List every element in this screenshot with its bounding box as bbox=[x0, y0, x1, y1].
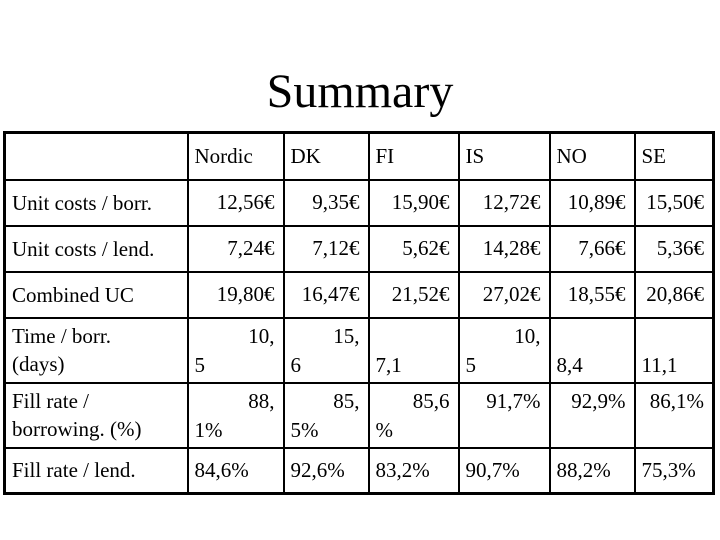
cell-line-top: 92,9% bbox=[571, 388, 626, 413]
cell-fi: 83,2% bbox=[367, 446, 460, 495]
header-is: IS bbox=[457, 131, 551, 181]
cell-is: 10, 5 bbox=[457, 316, 551, 384]
header-nordic: Nordic bbox=[186, 131, 285, 181]
row-label: Time / borr. (days) bbox=[3, 316, 189, 384]
cell-se: 20,86€ bbox=[633, 270, 715, 319]
cell-line-bottom: % bbox=[375, 417, 394, 442]
cell-line-bottom: 1% bbox=[194, 417, 223, 442]
cell-line-bottom: 7,1 bbox=[375, 352, 402, 377]
row-unit-costs-borr: Unit costs / borr. 12,56€ 9,35€ 15,90€ 1… bbox=[3, 178, 715, 227]
cell-is: 90,7% bbox=[457, 446, 551, 495]
cell-line-bottom: 11,1 bbox=[641, 352, 678, 377]
cell-line-top: 10, bbox=[248, 323, 275, 348]
cell-line-top: 85, bbox=[333, 388, 360, 413]
header-dk: DK bbox=[282, 131, 370, 181]
cell-se: 86,1% bbox=[633, 381, 715, 449]
cell-se: 5,36€ bbox=[633, 224, 715, 273]
cell-dk: 15, 6 bbox=[282, 316, 370, 384]
cell-line-bottom: 5% bbox=[290, 417, 319, 442]
cell-no: 18,55€ bbox=[548, 270, 636, 319]
row-fill-rate-borrowing: Fill rate / borrowing. (%) 88, 1% 85, 5%… bbox=[3, 381, 715, 449]
cell-fi: 85,6 % bbox=[367, 381, 460, 449]
cell-dk: 9,35€ bbox=[282, 178, 370, 227]
cell-fi: 15,90€ bbox=[367, 178, 460, 227]
row-label: Fill rate / lend. bbox=[3, 446, 189, 495]
row-label: Combined UC bbox=[3, 270, 189, 319]
cell-no: 7,66€ bbox=[548, 224, 636, 273]
cell-line-bottom: 5 bbox=[465, 352, 477, 377]
cell-se: 15,50€ bbox=[633, 178, 715, 227]
slide-title: Summary bbox=[266, 65, 454, 118]
header-no: NO bbox=[548, 131, 636, 181]
cell-line-top: 88, bbox=[248, 388, 275, 413]
cell-no: 10,89€ bbox=[548, 178, 636, 227]
cell-dk: 16,47€ bbox=[282, 270, 370, 319]
cell-is: 91,7% bbox=[457, 381, 551, 449]
row-label: Unit costs / lend. bbox=[3, 224, 189, 273]
cell-line-top: 91,7% bbox=[486, 388, 541, 413]
cell-nordic: 84,6% bbox=[186, 446, 285, 495]
table-header-row: Nordic DK FI IS NO SE bbox=[3, 131, 715, 181]
cell-nordic: 19,80€ bbox=[186, 270, 285, 319]
row-fill-rate-lend: Fill rate / lend. 84,6% 92,6% 83,2% 90,7… bbox=[3, 446, 715, 495]
cell-is: 12,72€ bbox=[457, 178, 551, 227]
cell-fi: 7,1 bbox=[367, 316, 460, 384]
cell-se: 11,1 bbox=[633, 316, 715, 384]
row-combined-uc: Combined UC 19,80€ 16,47€ 21,52€ 27,02€ … bbox=[3, 270, 715, 319]
row-unit-costs-lend: Unit costs / lend. 7,24€ 7,12€ 5,62€ 14,… bbox=[3, 224, 715, 273]
header-fi: FI bbox=[367, 131, 460, 181]
cell-line-top: 10, bbox=[514, 323, 541, 348]
cell-dk: 92,6% bbox=[282, 446, 370, 495]
cell-no: 88,2% bbox=[548, 446, 636, 495]
cell-line-bottom bbox=[552, 416, 633, 445]
cell-line-top: 85,6 bbox=[412, 388, 450, 413]
cell-line-bottom bbox=[461, 416, 548, 445]
row-label: Unit costs / borr. bbox=[3, 178, 189, 227]
cell-fi: 5,62€ bbox=[367, 224, 460, 273]
cell-fi: 21,52€ bbox=[367, 270, 460, 319]
cell-line-bottom: 6 bbox=[290, 352, 302, 377]
cell-is: 14,28€ bbox=[457, 224, 551, 273]
cell-se: 75,3% bbox=[633, 446, 715, 495]
cell-nordic: 10, 5 bbox=[186, 316, 285, 384]
row-label: Fill rate / borrowing. (%) bbox=[3, 381, 189, 449]
header-blank bbox=[3, 131, 189, 181]
cell-nordic: 7,24€ bbox=[186, 224, 285, 273]
cell-line-top bbox=[637, 322, 712, 351]
cell-dk: 7,12€ bbox=[282, 224, 370, 273]
row-time-borr-days: Time / borr. (days) 10, 5 15, 6 7,1 10, … bbox=[3, 316, 715, 384]
cell-dk: 85, 5% bbox=[282, 381, 370, 449]
cell-line-top: 15, bbox=[333, 323, 360, 348]
cell-no: 92,9% bbox=[548, 381, 636, 449]
header-se: SE bbox=[633, 131, 715, 181]
cell-is: 27,02€ bbox=[457, 270, 551, 319]
cell-line-bottom bbox=[637, 416, 712, 445]
cell-nordic: 88, 1% bbox=[186, 381, 285, 449]
summary-table: Nordic DK FI IS NO SE Unit costs / borr.… bbox=[3, 131, 715, 495]
cell-line-bottom: 5 bbox=[194, 352, 206, 377]
cell-no: 8,4 bbox=[548, 316, 636, 384]
cell-nordic: 12,56€ bbox=[186, 178, 285, 227]
cell-line-bottom: 8,4 bbox=[556, 352, 583, 377]
cell-line-top: 86,1% bbox=[649, 388, 704, 413]
cell-line-top bbox=[371, 322, 457, 351]
cell-line-top bbox=[552, 322, 633, 351]
